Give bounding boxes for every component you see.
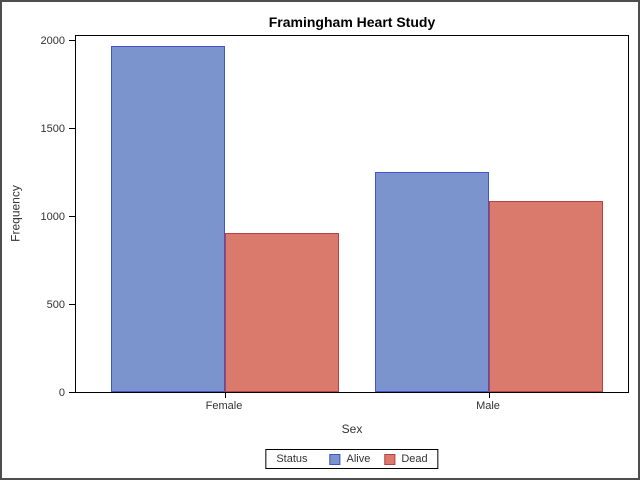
plot-area: 0 500 1000 1500 2000 bbox=[41, 35, 629, 399]
legend-items: Alive Dead bbox=[329, 453, 428, 465]
legend-title: Status bbox=[276, 453, 308, 465]
bar-female-dead bbox=[225, 233, 339, 392]
x-tick-label-male: Male bbox=[476, 400, 500, 412]
chart-title: Framingham Heart Study bbox=[268, 14, 436, 30]
y-tick-mark bbox=[69, 391, 76, 393]
y-tick-mark bbox=[69, 39, 76, 41]
x-axis-label: Sex bbox=[341, 422, 363, 436]
y-axis-label: Frequency bbox=[8, 185, 23, 242]
legend-swatch-dead bbox=[384, 453, 396, 465]
legend-label-dead: Dead bbox=[401, 453, 428, 465]
y-tick-label: 2000 bbox=[40, 35, 65, 47]
bar-male-dead bbox=[489, 201, 603, 392]
legend-item-dead: Dead bbox=[384, 453, 428, 465]
y-tick-label: 0 bbox=[58, 387, 65, 399]
y-tick-label: 1000 bbox=[40, 211, 65, 223]
legend-label-alive: Alive bbox=[346, 453, 371, 465]
y-tick-mark bbox=[69, 215, 76, 217]
y-tick-label: 1500 bbox=[40, 123, 65, 135]
legend-item-alive: Alive bbox=[329, 453, 371, 465]
y-tick-label: 500 bbox=[46, 299, 65, 311]
x-tick-mark bbox=[488, 392, 490, 398]
bar-female-alive bbox=[111, 46, 225, 392]
legend-swatch-alive bbox=[329, 453, 341, 465]
bar-male-alive bbox=[375, 172, 489, 392]
y-tick-mark bbox=[69, 127, 76, 129]
x-tick-label-female: Female bbox=[205, 400, 243, 412]
y-tick-mark bbox=[69, 303, 76, 305]
x-tick-mark bbox=[224, 392, 226, 398]
legend: Status Alive Dead bbox=[265, 449, 439, 469]
